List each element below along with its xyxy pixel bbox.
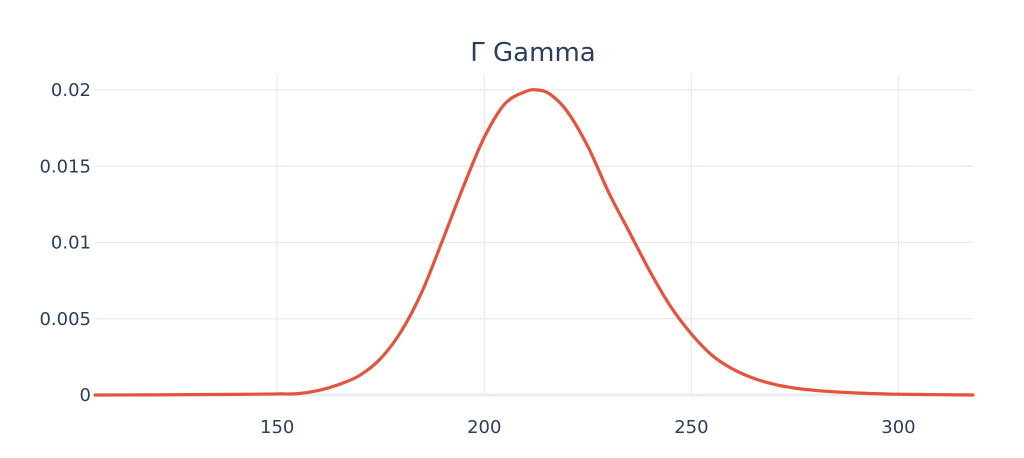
grid-layer xyxy=(95,74,973,397)
x-tick-label: 250 xyxy=(674,417,708,438)
y-tick-label: 0.015 xyxy=(39,156,91,177)
y-tick-label: 0.01 xyxy=(51,233,91,254)
x-tick-label: 300 xyxy=(881,417,915,438)
x-tick-label: 150 xyxy=(260,417,294,438)
axis-layer: 150 200 250 300 0 0.005 0.01 0.015 0.02 xyxy=(39,80,915,438)
chart-title: Γ Gamma xyxy=(470,38,595,68)
x-tick-label: 200 xyxy=(467,417,501,438)
y-tick-label: 0.005 xyxy=(39,309,91,330)
series-line xyxy=(93,88,975,397)
y-tick-label: 0.02 xyxy=(51,80,91,101)
y-tick-label: 0 xyxy=(80,385,91,406)
series-layer xyxy=(93,88,975,397)
